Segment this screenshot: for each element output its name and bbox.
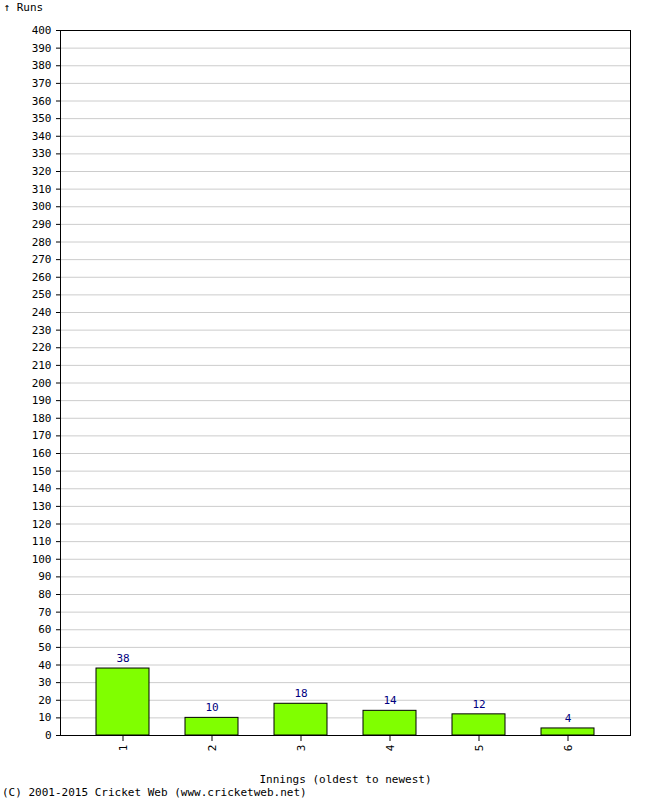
svg-text:100: 100 <box>32 553 52 566</box>
svg-text:18: 18 <box>294 687 307 700</box>
svg-text:10: 10 <box>38 711 51 724</box>
svg-text:170: 170 <box>32 429 52 442</box>
svg-text:Innings (oldest to newest): Innings (oldest to newest) <box>259 773 431 786</box>
svg-text:30: 30 <box>38 676 51 689</box>
svg-text:110: 110 <box>32 535 52 548</box>
svg-text:390: 390 <box>32 42 52 55</box>
svg-text:230: 230 <box>32 324 52 337</box>
svg-text:240: 240 <box>32 306 52 319</box>
svg-text:350: 350 <box>32 112 52 125</box>
svg-text:340: 340 <box>32 130 52 143</box>
svg-text:270: 270 <box>32 253 52 266</box>
svg-text:160: 160 <box>32 447 52 460</box>
svg-text:5: 5 <box>473 745 486 752</box>
svg-text:320: 320 <box>32 165 52 178</box>
svg-text:280: 280 <box>32 236 52 249</box>
svg-text:60: 60 <box>38 623 51 636</box>
svg-text:90: 90 <box>38 570 51 583</box>
svg-text:12: 12 <box>472 698 485 711</box>
svg-text:1: 1 <box>117 745 130 752</box>
svg-text:360: 360 <box>32 95 52 108</box>
html-text:(C) 2001-2015 Cricket Web (www: (C) 2001-2015 Cricket Web (www.cricketwe… <box>2 786 307 799</box>
svg-text:400: 400 <box>32 24 52 37</box>
svg-text:300: 300 <box>32 200 52 213</box>
svg-text:260: 260 <box>32 271 52 284</box>
svg-text:140: 140 <box>32 482 52 495</box>
svg-text:250: 250 <box>32 288 52 301</box>
svg-text:200: 200 <box>32 377 52 390</box>
svg-text:38: 38 <box>116 652 129 665</box>
svg-text:2: 2 <box>206 745 219 752</box>
svg-text:80: 80 <box>38 588 51 601</box>
svg-text:↑ Runs: ↑ Runs <box>4 1 44 14</box>
svg-text:370: 370 <box>32 77 52 90</box>
svg-text:0: 0 <box>45 729 52 742</box>
svg-text:6: 6 <box>562 745 575 752</box>
svg-text:20: 20 <box>38 694 51 707</box>
svg-text:120: 120 <box>32 518 52 531</box>
svg-text:330: 330 <box>32 147 52 160</box>
svg-text:70: 70 <box>38 606 51 619</box>
svg-text:130: 130 <box>32 500 52 513</box>
svg-text:10: 10 <box>205 701 218 714</box>
svg-text:4: 4 <box>384 744 397 751</box>
svg-text:210: 210 <box>32 359 52 372</box>
svg-text:290: 290 <box>32 218 52 231</box>
svg-text:14: 14 <box>383 694 397 707</box>
svg-text:4: 4 <box>565 712 572 725</box>
svg-text:3: 3 <box>295 745 308 752</box>
svg-text:40: 40 <box>38 659 51 672</box>
svg-text:220: 220 <box>32 341 52 354</box>
svg-text:190: 190 <box>32 394 52 407</box>
svg-text:310: 310 <box>32 183 52 196</box>
svg-text:150: 150 <box>32 465 52 478</box>
svg-text:180: 180 <box>32 412 52 425</box>
svg-text:380: 380 <box>32 59 52 72</box>
svg-text:50: 50 <box>38 641 51 654</box>
